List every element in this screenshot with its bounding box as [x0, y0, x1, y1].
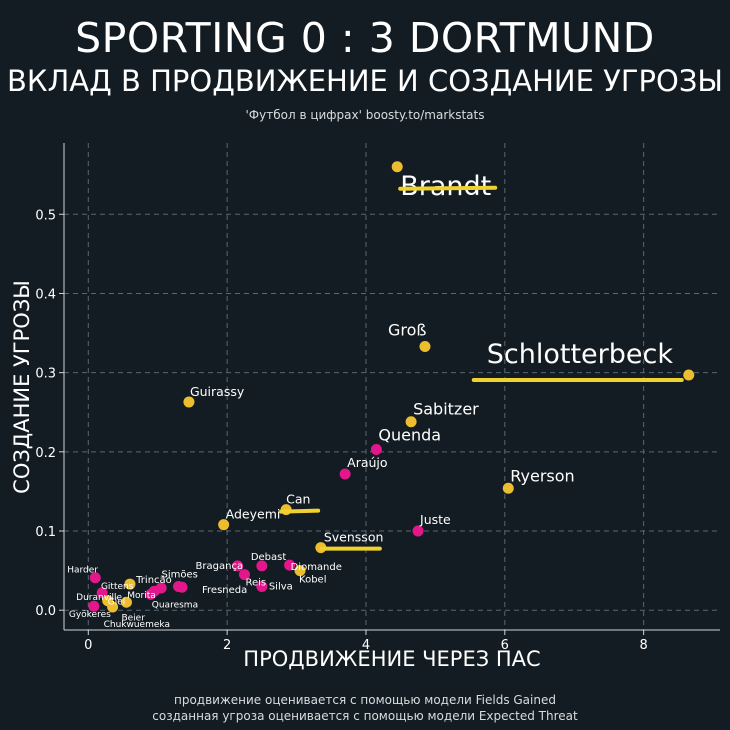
x-tick-label: 0: [84, 638, 92, 653]
x-tick-label: 4: [362, 638, 370, 653]
point-label: Debast: [251, 552, 287, 563]
point-label: Harder: [67, 566, 98, 576]
x-axis-label: ПРОДВИЖЕНИЕ ЧЕРЕЗ ПАС: [243, 647, 541, 671]
point-label: Groß: [388, 321, 427, 340]
point-label: Quaresma: [152, 600, 198, 610]
data-point: [89, 572, 101, 584]
point-label: Juste: [419, 512, 451, 527]
point-label: Reis: [245, 578, 266, 589]
data-point: [502, 482, 514, 494]
point-label: Diomande: [291, 562, 342, 573]
y-tick-label: 0.2: [35, 446, 56, 461]
data-point: [145, 588, 157, 600]
point-label: Kobel: [299, 575, 326, 586]
point-label: Trincão: [135, 575, 172, 586]
data-point: [107, 601, 119, 613]
y-tick-label: 0.3: [35, 367, 56, 382]
point-label: Quenda: [378, 425, 441, 444]
data-point: [124, 578, 136, 590]
point-label: Fresneda: [202, 585, 247, 596]
point-label: Adeyemi: [226, 507, 281, 522]
data-point: [96, 587, 108, 599]
point-label: Sabitzer: [413, 400, 479, 419]
point-label: Giel: [108, 598, 126, 608]
data-point: [412, 525, 424, 537]
data-point: [284, 559, 296, 571]
data-point: [294, 565, 306, 577]
point-label: Ryerson: [510, 466, 574, 485]
point-label: Simões: [162, 569, 198, 580]
y-tick-label: 0.0: [35, 604, 56, 619]
data-point: [218, 519, 230, 531]
data-point: [391, 161, 403, 173]
point-label: Morita: [127, 591, 156, 601]
y-tick-label: 0.5: [35, 208, 56, 223]
point-label: Svensson: [324, 530, 384, 545]
data-point: [232, 560, 244, 572]
y-tick-label: 0.4: [35, 287, 56, 302]
point-label: Gittens: [101, 582, 134, 592]
x-tick-label: 8: [639, 638, 647, 653]
point-label: Schlotterbeck: [487, 339, 674, 370]
point-label: Beier: [121, 613, 145, 623]
data-point: [256, 560, 268, 572]
data-point: [370, 443, 382, 455]
highlight-underline: [398, 185, 498, 191]
chart-title: SPORTING 0 : 3 DORTMUND: [75, 14, 655, 62]
credit-line: 'Футбол в цифрах' boosty.to/markstats: [245, 108, 485, 122]
data-point: [173, 580, 185, 592]
x-tick-label: 6: [501, 638, 509, 653]
y-axis-label: СОЗДАНИЕ УГРОЗЫ: [10, 280, 34, 494]
point-label: Can: [286, 492, 310, 507]
data-point: [120, 596, 132, 608]
data-point: [238, 569, 250, 581]
point-label: Araújo: [347, 455, 387, 470]
x-tick-label: 2: [223, 638, 231, 653]
point-label: Guirassy: [190, 384, 245, 399]
footer-note-1: продвижение оценивается с помощью модели…: [174, 693, 556, 707]
data-point: [339, 468, 351, 480]
point-label: Duranville: [76, 593, 122, 603]
y-tick-label: 0.1: [35, 525, 56, 540]
highlight-underline: [279, 508, 321, 514]
chart-subtitle: ВКЛАД В ПРОДВИЖЕНИЕ И СОЗДАНИЕ УГРОЗЫ: [6, 64, 724, 98]
data-point: [405, 416, 417, 428]
data-point: [88, 600, 100, 612]
point-label: Gyökeres: [69, 610, 111, 620]
point-label: Bragança: [196, 561, 244, 572]
data-point: [256, 580, 268, 592]
data-point: [683, 369, 695, 381]
point-label: Chukwuemeka: [104, 620, 170, 630]
data-point: [419, 341, 431, 353]
data-point: [183, 396, 195, 408]
point-label: Silva: [269, 581, 293, 592]
footer-note-2: созданная угроза оценивается с помощью м…: [152, 709, 578, 723]
